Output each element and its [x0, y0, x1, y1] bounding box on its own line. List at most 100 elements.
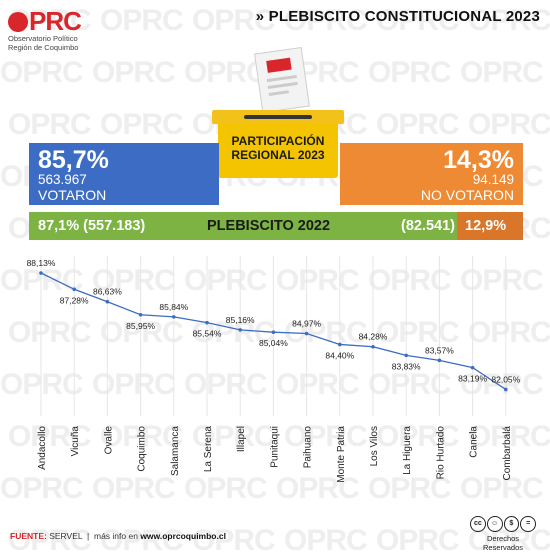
data-point [371, 344, 375, 349]
no-votaron-percent: 14,3% [443, 146, 514, 174]
watermark-text: OPRC [184, 56, 268, 89]
votaron-count: 563.967 [38, 172, 87, 187]
creative-commons-badge: cc ☺ $ = Derechos Reservados [470, 516, 536, 552]
watermark-text: OPRC [100, 420, 184, 453]
watermark-text: OPRC [368, 56, 452, 89]
data-point [338, 342, 342, 347]
category-label: Salamanca [170, 426, 181, 476]
watermark-text: OPRC [376, 524, 460, 550]
data-label: 84,40% [325, 350, 354, 360]
category-label: La Serena [203, 426, 214, 473]
watermark-text: OPRC [8, 524, 92, 550]
watermark-text: OPRC [276, 368, 360, 401]
votaron-percent: 85,7% [38, 146, 109, 174]
watermark-text: OPRC [8, 316, 92, 349]
category-label: Vicuña [70, 426, 81, 457]
participation-label-2: REGIONAL 2023 [231, 148, 325, 162]
rights-text: Derechos Reservados [482, 534, 524, 552]
data-label: 85,04% [259, 338, 288, 348]
watermark-text: OPRC [368, 264, 452, 297]
no-votaron-count: 94.149 [472, 172, 514, 187]
watermark-text: OPRC [460, 472, 544, 505]
ballot-paper-icon [254, 46, 310, 114]
nc-icon: $ [503, 516, 520, 532]
watermark-text: OPRC [368, 472, 452, 505]
data-label: 88,13% [27, 258, 56, 268]
watermark-text: OPRC [100, 316, 184, 349]
data-point [238, 328, 242, 332]
data-point [172, 315, 176, 319]
data-label: 85,54% [193, 329, 222, 339]
data-point [39, 271, 43, 275]
data-point [105, 299, 110, 304]
category-label: Rio Hurtado [435, 426, 446, 480]
no-votaron-panel: 14,3% 94.149 NO VOTARON [340, 143, 523, 205]
plebiscito-2022-votaron: 87,1% (557.183) [38, 218, 146, 234]
watermark-text: OPRC [0, 56, 84, 89]
category-label: Punitaqui [269, 426, 280, 468]
more-info-label: más info en [93, 531, 138, 541]
logo-mark: PRC [8, 8, 82, 34]
data-point [437, 358, 442, 363]
ballot-box-label: PARTICIPACIÓN REGIONAL 2023 [218, 124, 338, 178]
data-point [138, 312, 143, 317]
watermark-text: OPRC [192, 524, 276, 550]
plebiscito-2022-label: PLEBISCITO 2022 [207, 218, 331, 234]
page-title: » PLEBISCITO CONSTITUCIONAL 2023 [255, 8, 540, 25]
category-label: La Higuera [402, 426, 413, 475]
data-label: 82,05% [491, 374, 520, 384]
watermark-text: OPRC [92, 56, 176, 89]
data-label: 87,28% [60, 295, 89, 305]
oprc-logo: PRC Observatorio Político Región de Coqu… [8, 8, 82, 52]
category-label: Monte Patria [336, 426, 347, 483]
watermark-text: OPRC [100, 524, 184, 550]
data-label: 85,16% [226, 315, 255, 325]
data-label: 86,63% [93, 287, 122, 297]
watermark-text: OPRC [100, 108, 184, 141]
watermark-text: OPRC [468, 108, 550, 141]
data-label: 85,95% [126, 321, 155, 331]
participation-by-commune-chart: 88,13% Andacollo 87,28% Vicuña 86,63% Ovalle 8… [27, 256, 521, 483]
watermark-text: OPRC [192, 4, 276, 37]
plebiscito-2022-participation-bar: 87,1% (557.183) PLEBISCITO 2022 (82.541) [29, 212, 457, 240]
watermark-text: OPRC [92, 368, 176, 401]
ballot-mark [266, 57, 292, 73]
data-label: 85,84% [159, 302, 188, 312]
watermark-text: OPRC [192, 420, 276, 453]
watermark-text: OPRC [276, 472, 360, 505]
watermark-text: OPRC [276, 264, 360, 297]
data-point [470, 365, 475, 370]
plebiscito-2022-no-votaron-bar: 12,9% [457, 212, 523, 240]
watermark-text: OPRC [8, 420, 92, 453]
category-label: Andacollo [37, 426, 48, 470]
data-label: 84,28% [359, 332, 388, 342]
logo-circle-icon [8, 12, 28, 32]
data-label: 84,97% [292, 319, 321, 329]
source-label: FUENTE: [10, 531, 47, 541]
data-label: 83,83% [392, 361, 421, 371]
watermark-text: OPRC [368, 368, 452, 401]
watermark-text: OPRC [284, 4, 368, 37]
watermark-text: OPRC [376, 4, 460, 37]
watermark-text: OPRC [0, 368, 84, 401]
plebiscito-2022-no-votaron-count: (82.541) [400, 218, 455, 234]
footer-source: FUENTE: SERVEL | más info en www.oprcoqu… [10, 531, 226, 541]
website-link[interactable]: www.oprcoquimbo.cl [140, 531, 226, 541]
data-point [271, 330, 276, 334]
watermark-text: OPRC [92, 472, 176, 505]
watermark-text: OPRC [0, 264, 84, 297]
watermark-text: OPRC [184, 472, 268, 505]
logo-subtitle-1: Observatorio Político [8, 34, 78, 43]
category-label: Combarbalá [502, 426, 513, 481]
data-point [205, 320, 209, 325]
plebiscito-2022-no-votaron-percent: 12,9% [465, 218, 507, 234]
watermark-text: OPRC [468, 316, 550, 349]
participation-label-1: PARTICIPACIÓN [231, 134, 325, 148]
data-label: 83,19% [458, 374, 487, 384]
by-icon: ☺ [486, 516, 503, 532]
votaron-panel: 85,7% 563.967 VOTARON [29, 143, 219, 205]
watermark-text: OPRC [284, 524, 368, 550]
data-point [72, 287, 76, 292]
watermark-text: OPRC [460, 368, 544, 401]
ballot-box-illustration: PARTICIPACIÓN REGIONAL 2023 [212, 46, 344, 178]
